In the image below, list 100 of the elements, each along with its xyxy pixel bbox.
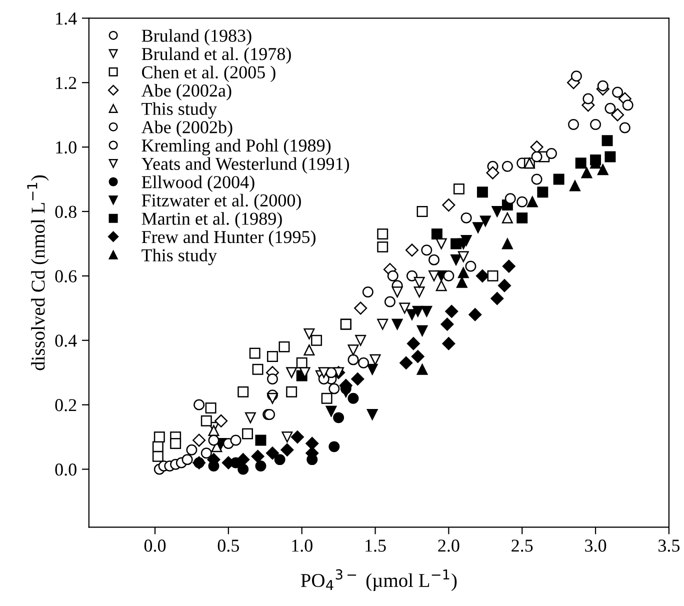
y-tick-label: 0.6 <box>55 270 77 282</box>
point <box>255 460 266 472</box>
point <box>460 212 472 224</box>
point <box>170 438 182 449</box>
point <box>192 434 206 447</box>
point <box>450 238 462 250</box>
point <box>200 415 212 426</box>
point <box>266 446 279 460</box>
point <box>366 364 378 375</box>
point <box>351 372 364 386</box>
x-tick-label: 0.0 <box>144 540 166 552</box>
point <box>416 364 428 375</box>
point <box>348 354 359 366</box>
point <box>502 260 516 273</box>
y-tick-label: 0.8 <box>55 206 76 218</box>
point <box>266 374 278 385</box>
point <box>416 325 428 336</box>
point <box>348 392 359 404</box>
point <box>400 356 413 370</box>
point <box>465 260 476 272</box>
point <box>392 318 403 330</box>
point <box>377 318 388 330</box>
point <box>280 443 294 456</box>
point <box>182 454 193 466</box>
point <box>421 244 432 256</box>
point <box>328 441 340 452</box>
point <box>531 151 542 162</box>
point <box>321 392 332 404</box>
point <box>460 234 472 246</box>
point <box>238 386 249 398</box>
point <box>504 193 516 204</box>
point <box>604 151 616 162</box>
legend-label: Ellwood (2004) <box>142 176 254 192</box>
point <box>516 196 528 208</box>
point <box>487 270 498 282</box>
point <box>428 254 440 266</box>
point <box>230 434 242 446</box>
point <box>311 334 322 346</box>
legend-label: Frew and Hunter (1995) <box>142 230 316 247</box>
point <box>274 454 286 466</box>
point <box>252 364 264 375</box>
x-tick-label: 1.5 <box>366 540 386 552</box>
point <box>597 80 608 92</box>
point <box>431 228 442 240</box>
x-tick-label: 3.5 <box>658 540 680 552</box>
point <box>468 308 482 322</box>
x-axis-title: PO$_{4}$$^{3−}$ (µmol L$^{−1}$) <box>300 569 457 591</box>
point <box>387 270 398 282</box>
point <box>476 186 488 198</box>
point <box>611 108 624 122</box>
point <box>582 93 594 104</box>
point <box>406 337 420 350</box>
x-tick-label: 0.5 <box>218 540 239 552</box>
point <box>414 276 425 288</box>
point <box>266 350 278 362</box>
point <box>575 158 586 169</box>
point <box>597 164 608 176</box>
point <box>412 306 424 317</box>
point <box>266 392 278 404</box>
legend-label: Kremling and Pohl (1989) <box>142 138 331 156</box>
point <box>411 350 424 363</box>
point <box>526 196 538 208</box>
point <box>286 386 298 398</box>
x-tick-label: 2.5 <box>512 540 533 552</box>
point <box>442 198 456 212</box>
point <box>242 428 253 440</box>
point <box>619 122 630 134</box>
point <box>622 100 634 111</box>
point <box>498 279 512 292</box>
point <box>296 357 308 368</box>
point <box>602 135 613 146</box>
point <box>530 140 544 154</box>
point <box>238 464 249 475</box>
legend-label: Bruland (1983) <box>142 29 252 46</box>
point <box>531 174 542 185</box>
point <box>278 341 290 352</box>
point <box>486 166 500 180</box>
point <box>453 183 464 194</box>
point <box>476 269 489 282</box>
x-tick-label: 2.0 <box>438 540 460 552</box>
point <box>421 306 432 317</box>
point <box>537 186 548 198</box>
point <box>392 286 403 298</box>
point <box>516 212 528 224</box>
point <box>236 453 250 466</box>
point <box>194 399 205 410</box>
y-tick-label: 0.2 <box>55 399 76 412</box>
point <box>472 222 484 234</box>
point <box>570 70 582 82</box>
point <box>354 302 368 315</box>
y-tick-label: 0.0 <box>55 463 76 476</box>
legend-label: This study <box>142 248 217 266</box>
point <box>569 180 580 192</box>
point <box>490 292 504 305</box>
legend-label: Abe (2002a) <box>141 84 232 100</box>
point <box>186 444 198 456</box>
y-tick-label: 0.4 <box>55 334 77 347</box>
y-axis-title: dissolved Cd (nmol L$^{−1}$) <box>27 175 49 370</box>
point <box>326 406 337 417</box>
point <box>355 334 366 346</box>
